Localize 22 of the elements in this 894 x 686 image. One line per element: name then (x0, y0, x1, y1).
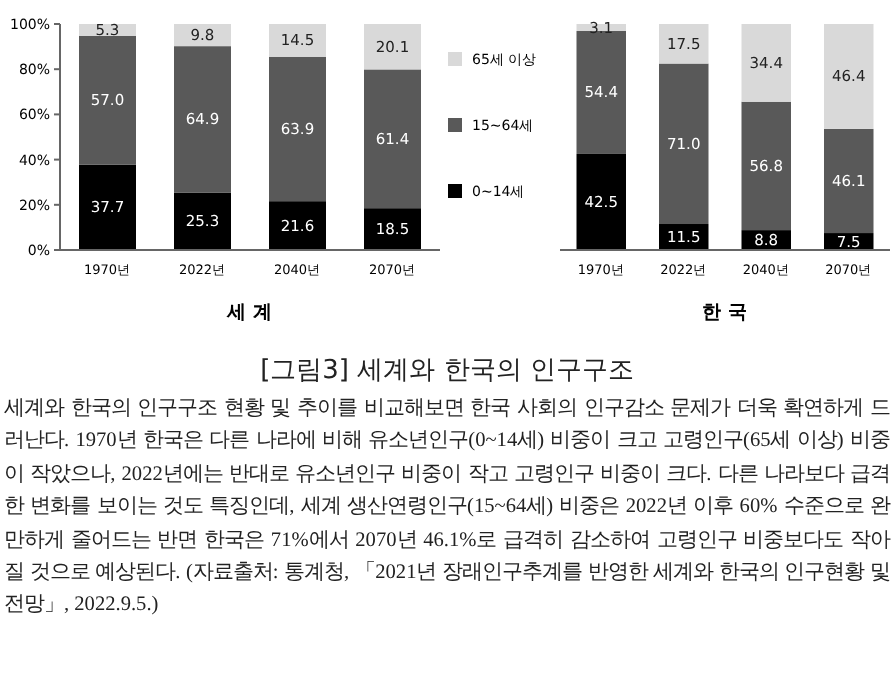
x-axis-title: 한 국 (701, 302, 749, 324)
bar (741, 24, 791, 102)
text: 세계와 한국의 인구구조 현황 및 추이를 비교해보면 한국 사회의 인구감소 문제가 더욱 확연하게 드러난다. 1970년 한국은 다른 나라에 비해 유소년인구(0~14세) 비중이 크고 고령인구(65세 이상) 비중이 작았으나, 2022년에는 반대로 유소년인구 비중이 작고 고령인구 비중이 크다. 다른 나라보다 급격한 변화를 보이는 것도 특징인데, 세계 생산연령인구(15~64세) 비중은 2022년 이후 60% 수준으로 완만하게 줄어드는 반면 한국은 71%에서 2070년 46.1%로 급격히 감소하여 고령인구 비중보다도 작아질 것으로 예상된다. (자료출처: 통계청, 「2021년 장래인구추계를 반영한 세계와 한국의 인구현황 및 전망」, 2022.9.5.) (4, 396, 890, 621)
bar (174, 46, 231, 193)
x-axis-title: 세 계 (224, 302, 274, 324)
bar (364, 24, 421, 70)
bar (659, 24, 709, 64)
bar (269, 201, 326, 250)
bar (741, 101, 791, 231)
bar (576, 153, 626, 250)
bar (824, 128, 874, 234)
bar (659, 63, 709, 225)
bar (174, 192, 231, 250)
bar (79, 35, 136, 165)
bar (576, 31, 626, 154)
bar (364, 208, 421, 250)
bar (364, 69, 421, 209)
bar (269, 24, 326, 57)
text: [그림3] 세계와 한국의 인구구조 (258, 354, 636, 388)
bar (79, 164, 136, 250)
bar (269, 56, 326, 202)
bar (824, 24, 874, 129)
